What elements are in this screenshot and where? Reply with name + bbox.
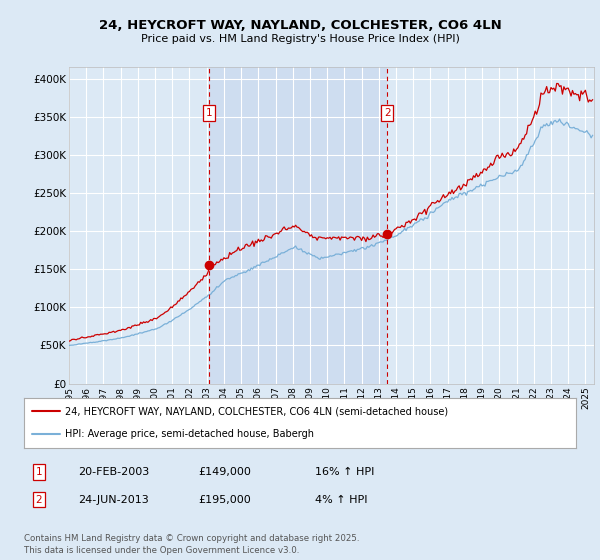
Text: 24, HEYCROFT WAY, NAYLAND, COLCHESTER, CO6 4LN (semi-detached house): 24, HEYCROFT WAY, NAYLAND, COLCHESTER, C… [65,406,449,416]
Text: £195,000: £195,000 [198,494,251,505]
Text: 1: 1 [206,108,212,118]
Text: Contains HM Land Registry data © Crown copyright and database right 2025.
This d: Contains HM Land Registry data © Crown c… [24,534,359,555]
Text: 16% ↑ HPI: 16% ↑ HPI [315,467,374,477]
Text: 2: 2 [35,494,43,505]
Text: 24-JUN-2013: 24-JUN-2013 [78,494,149,505]
Text: 4% ↑ HPI: 4% ↑ HPI [315,494,367,505]
Text: 2: 2 [384,108,391,118]
Text: 20-FEB-2003: 20-FEB-2003 [78,467,149,477]
Text: HPI: Average price, semi-detached house, Babergh: HPI: Average price, semi-detached house,… [65,430,314,440]
Text: £149,000: £149,000 [198,467,251,477]
Bar [209,67,387,384]
Text: Price paid vs. HM Land Registry's House Price Index (HPI): Price paid vs. HM Land Registry's House … [140,34,460,44]
Text: 24, HEYCROFT WAY, NAYLAND, COLCHESTER, CO6 4LN: 24, HEYCROFT WAY, NAYLAND, COLCHESTER, C… [98,18,502,32]
Text: 1: 1 [35,467,43,477]
